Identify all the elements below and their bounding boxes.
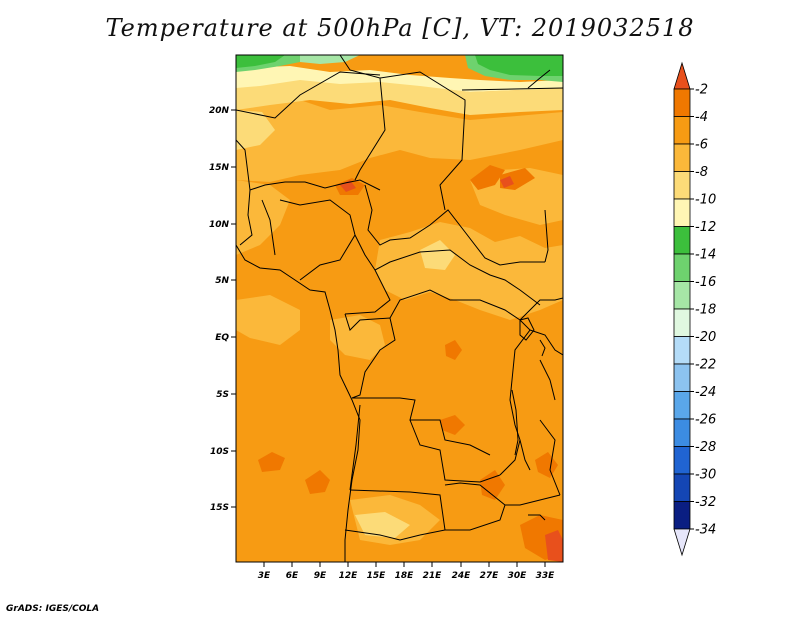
colorbar-label: -34 xyxy=(695,523,716,538)
map-title: Temperature at 500hPa [C], VT: 201903251… xyxy=(105,14,695,42)
colorbar-swatch xyxy=(673,473,691,502)
lat-label: 20N xyxy=(209,106,230,116)
colorbar-label: -24 xyxy=(695,385,716,400)
region-10-12 xyxy=(236,66,563,92)
lon-label: 24E xyxy=(452,571,472,581)
lat-label: 5N xyxy=(215,276,229,286)
lon-label: 12E xyxy=(339,571,359,581)
colorbar: -2 -4 -6 -8 -10 -12 -14 -16 -18 -20 -22 -24 -26 -28 -3… xyxy=(673,61,716,557)
colorbar-swatch xyxy=(673,143,691,172)
lat-label: EQ xyxy=(215,333,229,343)
credit-label: GrADS: IGES/COLA xyxy=(6,604,100,614)
colorbar-swatch xyxy=(673,116,691,145)
colorbar-label: -18 xyxy=(695,303,716,318)
colorbar-swatch xyxy=(673,88,691,117)
colorbar-swatch xyxy=(673,281,691,310)
colorbar-swatch xyxy=(673,171,691,200)
colorbar-label: -4 xyxy=(695,110,708,125)
lon-label: 33E xyxy=(536,571,556,581)
map-frame xyxy=(235,54,564,563)
lon-label: 3E xyxy=(258,571,271,581)
colorbar-swatch xyxy=(673,336,691,365)
colorbar-label: -12 xyxy=(695,220,716,235)
colorbar-label: -30 xyxy=(695,468,716,483)
lon-label: 18E xyxy=(395,571,415,581)
colorbar-label: -2 xyxy=(695,83,708,98)
colorbar-swatch xyxy=(673,226,691,255)
colorbar-label: -10 xyxy=(695,193,716,208)
colorbar-label: -14 xyxy=(695,248,716,263)
colorbar-swatch xyxy=(673,418,691,447)
latitude-axis: 20N 15N 10N 5N EQ 5S 10S 15S xyxy=(209,106,236,513)
colorbar-top-arrow xyxy=(673,61,691,90)
lat-label: 15S xyxy=(210,503,229,513)
lat-label: 10S xyxy=(210,447,229,457)
colorbar-swatch xyxy=(673,391,691,420)
lon-label: 30E xyxy=(508,571,528,581)
longitude-axis: 3E 6E 9E 12E 15E 18E 21E 24E 27E 30E 33E xyxy=(258,562,555,581)
lon-label: 9E xyxy=(314,571,327,581)
colorbar-label: -16 xyxy=(695,275,716,290)
colorbar-label: -26 xyxy=(695,413,716,428)
colorbar-label: -22 xyxy=(695,358,716,373)
colorbar-swatch xyxy=(673,363,691,392)
colorbar-swatch xyxy=(673,501,691,530)
map-panel xyxy=(236,55,563,562)
colorbar-label: -6 xyxy=(695,138,708,153)
lat-label: 15N xyxy=(209,163,230,173)
lat-label: 5S xyxy=(216,390,229,400)
colorbar-label: -32 xyxy=(695,495,716,510)
colorbar-swatch xyxy=(673,253,691,282)
colorbar-swatch xyxy=(673,308,691,337)
region-6-8 xyxy=(236,95,563,545)
colorbar-label: -8 xyxy=(695,165,708,180)
colorbar-label: -28 xyxy=(695,440,716,455)
colorbar-swatch xyxy=(673,198,691,227)
lon-label: 15E xyxy=(367,571,387,581)
lon-label: 27E xyxy=(480,571,500,581)
lon-label: 6E xyxy=(286,571,299,581)
country-borders xyxy=(236,55,563,562)
colorbar-bottom-arrow xyxy=(673,528,691,557)
lon-label: 21E xyxy=(423,571,443,581)
lat-label: 10N xyxy=(209,220,230,230)
colorbar-swatch xyxy=(673,446,691,475)
colorbar-label: -20 xyxy=(695,330,716,345)
